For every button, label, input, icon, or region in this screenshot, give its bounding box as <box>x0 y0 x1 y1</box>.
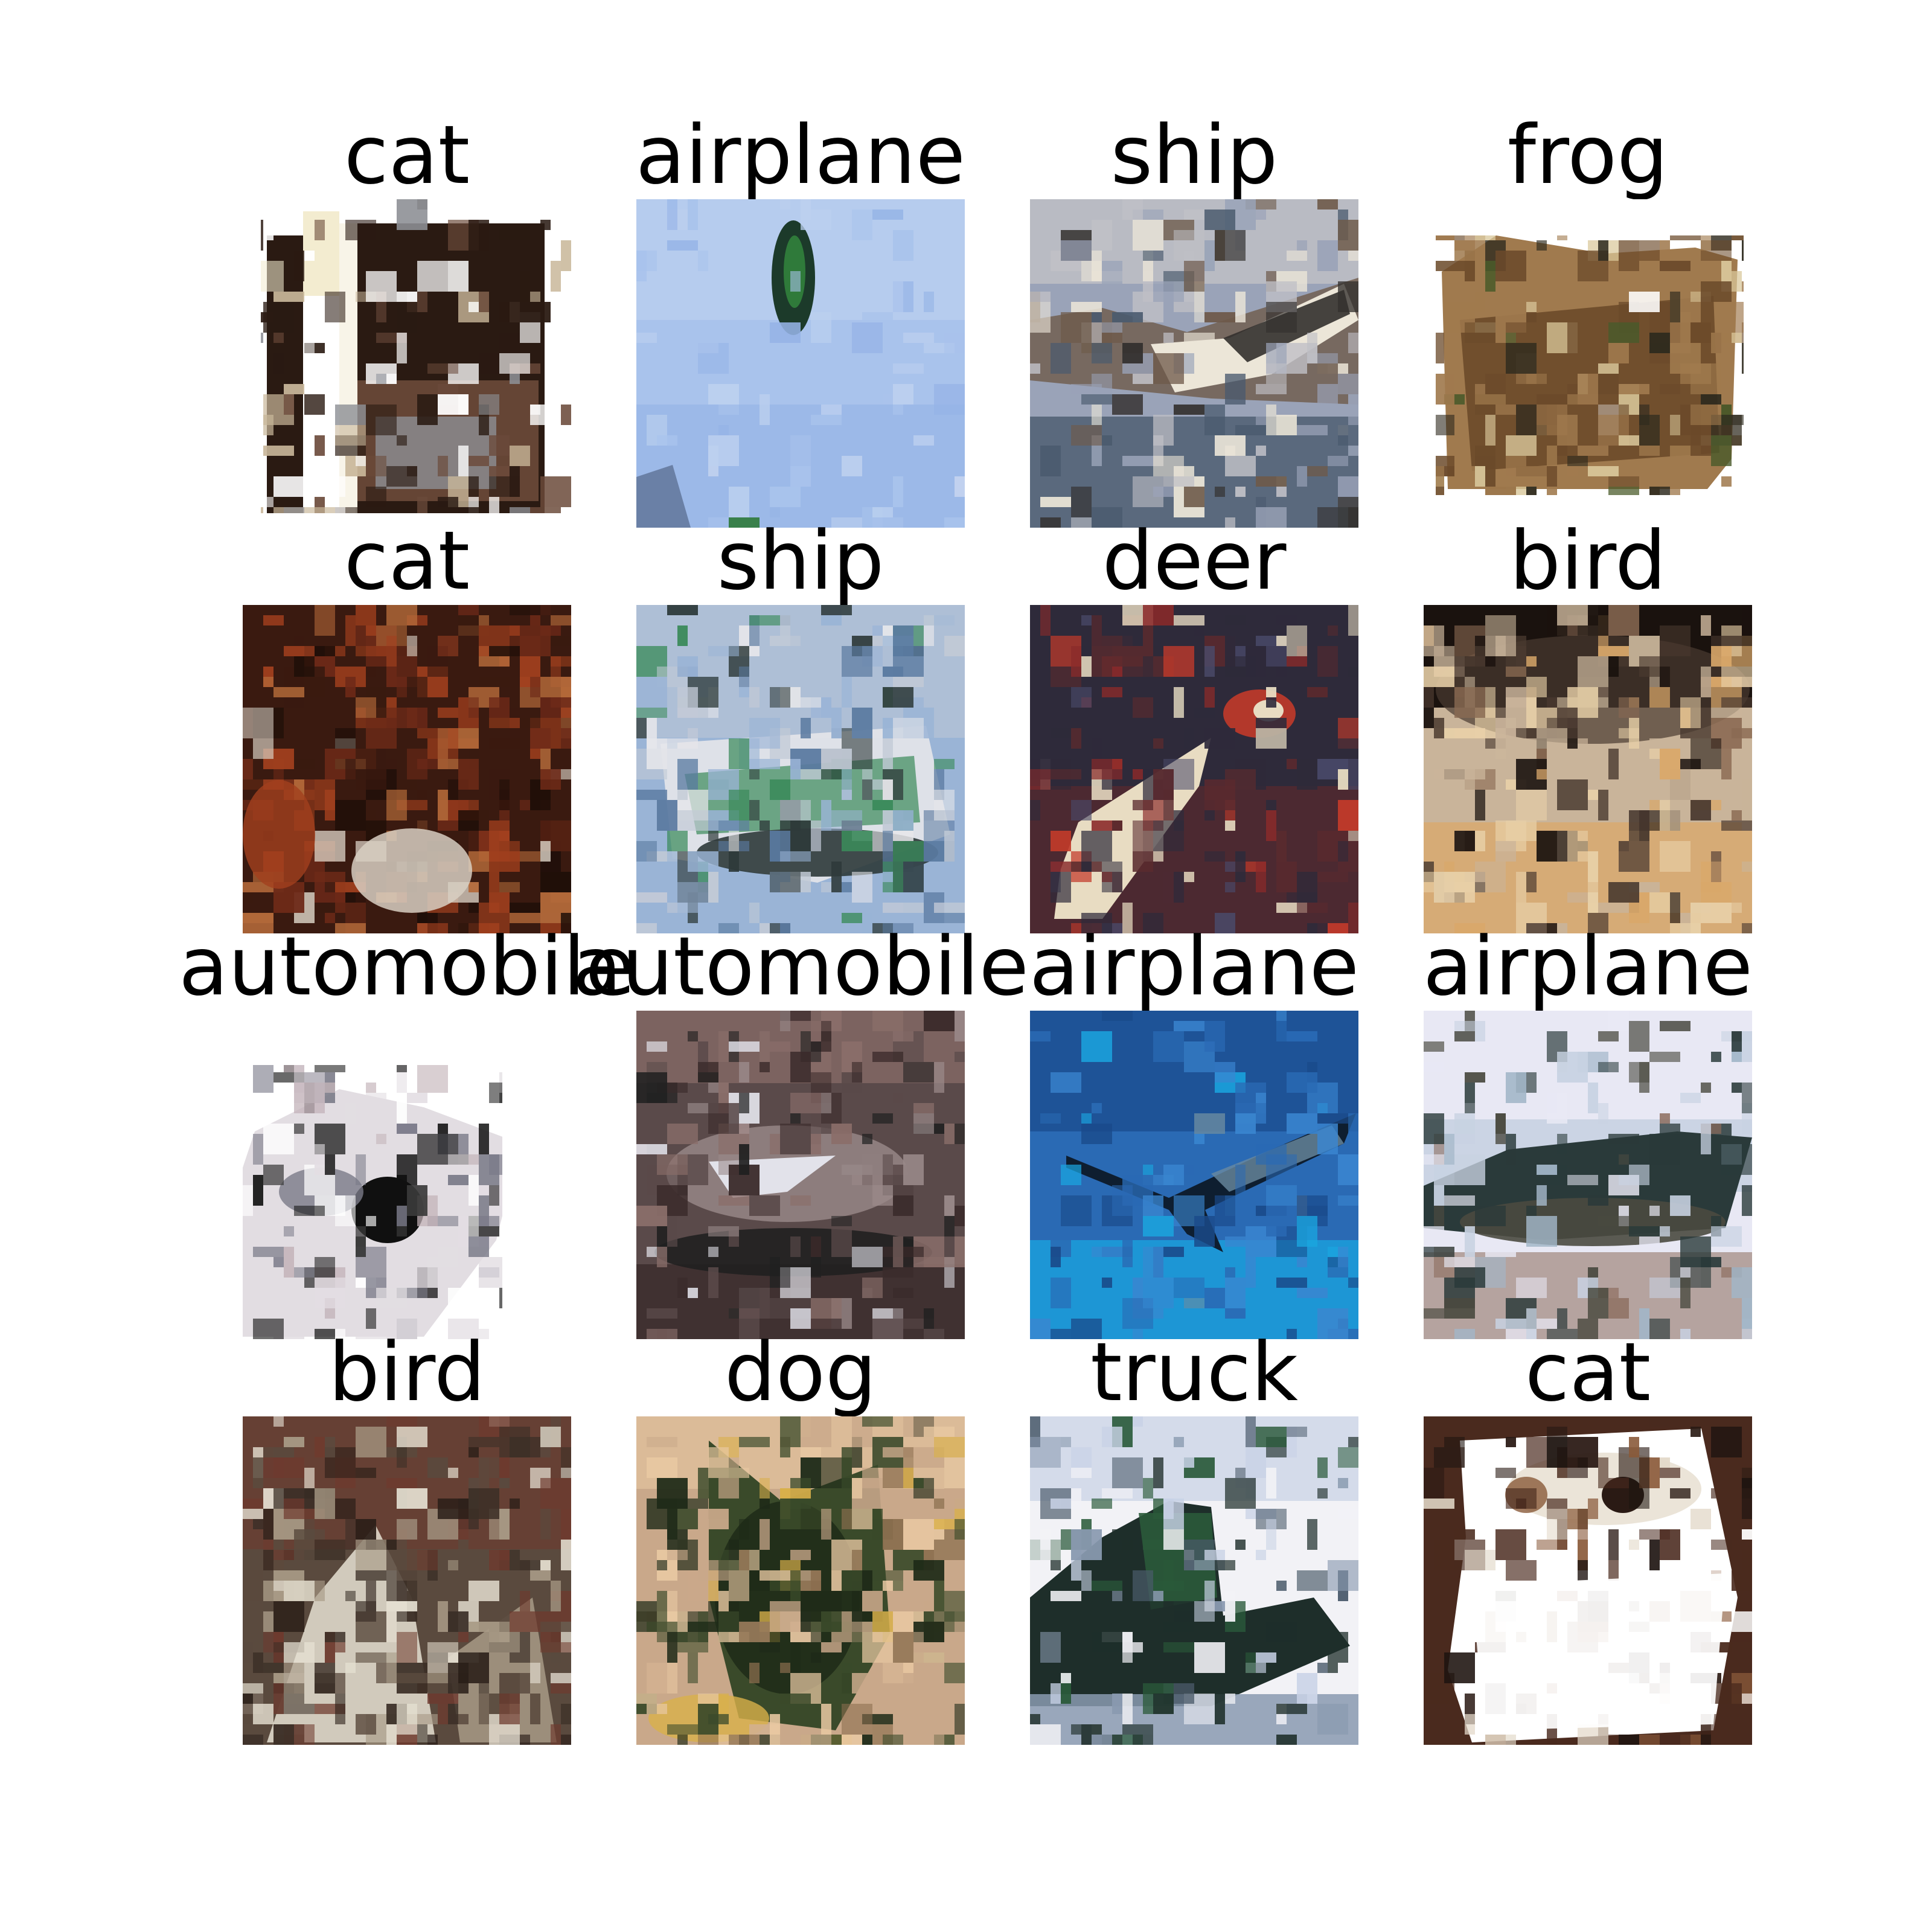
sample-label: airplane <box>635 108 966 202</box>
sample-cell: cat <box>243 115 571 528</box>
sample-label: bird <box>328 1325 486 1419</box>
sample-cell: truck <box>1030 1332 1358 1745</box>
sample-label: automobile <box>178 920 636 1014</box>
sample-image <box>1424 1011 1752 1339</box>
sample-image <box>243 605 571 933</box>
sample-image <box>1030 605 1358 933</box>
generated-sample-picture <box>636 1416 965 1745</box>
sample-image <box>636 1011 965 1339</box>
sample-cell: cat <box>1424 1332 1752 1745</box>
generated-sample-picture <box>636 605 965 933</box>
sample-image <box>243 1011 571 1339</box>
generated-sample-picture <box>243 1011 571 1339</box>
generated-sample-picture <box>636 1011 965 1339</box>
sample-image <box>1030 1011 1358 1339</box>
generated-sample-picture <box>243 1416 571 1745</box>
sample-image <box>636 605 965 933</box>
generated-sample-picture <box>1424 199 1752 528</box>
sample-cell: airplane <box>1029 926 1359 1339</box>
sample-label: airplane <box>1422 920 1753 1014</box>
sample-label: frog <box>1507 108 1669 202</box>
sample-image <box>1030 199 1358 528</box>
sample-label: airplane <box>1029 920 1360 1014</box>
sample-cell: ship <box>1030 115 1358 528</box>
sample-label: automobile <box>572 920 1029 1014</box>
generated-sample-picture <box>1424 605 1752 933</box>
sample-label: bird <box>1509 514 1667 608</box>
generated-sample-picture <box>1424 1416 1752 1745</box>
generated-sample-picture <box>636 199 965 528</box>
sample-image <box>1424 605 1752 933</box>
sample-label: truck <box>1090 1325 1298 1419</box>
generated-sample-picture <box>243 199 571 528</box>
sample-label: dog <box>724 1325 877 1419</box>
sample-cell: automobile <box>179 926 635 1339</box>
generated-sample-picture <box>1424 1011 1752 1339</box>
sample-image <box>1424 1416 1752 1745</box>
sample-image <box>243 1416 571 1745</box>
sample-cell: deer <box>1030 520 1358 933</box>
generated-sample-picture <box>1030 1416 1358 1745</box>
sample-cell: dog <box>636 1332 965 1745</box>
sample-cell: frog <box>1424 115 1752 528</box>
sample-cell: ship <box>636 520 965 933</box>
sample-label: deer <box>1102 514 1287 608</box>
sample-cell: bird <box>243 1332 571 1745</box>
generated-sample-picture <box>1030 1011 1358 1339</box>
sample-label: ship <box>717 514 884 608</box>
sample-cell: cat <box>243 520 571 933</box>
generated-sample-picture <box>1030 199 1358 528</box>
sample-label: cat <box>344 514 470 608</box>
sample-image <box>636 199 965 528</box>
sample-cell: bird <box>1424 520 1752 933</box>
sample-label: cat <box>1524 1325 1651 1419</box>
sample-image <box>1424 199 1752 528</box>
sample-image <box>243 199 571 528</box>
sample-image <box>636 1416 965 1745</box>
generated-sample-picture <box>243 605 571 933</box>
sample-image <box>1030 1416 1358 1745</box>
generated-sample-picture <box>1030 605 1358 933</box>
sample-cell: airplane <box>1423 926 1753 1339</box>
sample-cell: automobile <box>572 926 1029 1339</box>
sample-cell: airplane <box>636 115 965 528</box>
sample-label: ship <box>1110 108 1278 202</box>
sample-label: cat <box>344 108 470 202</box>
